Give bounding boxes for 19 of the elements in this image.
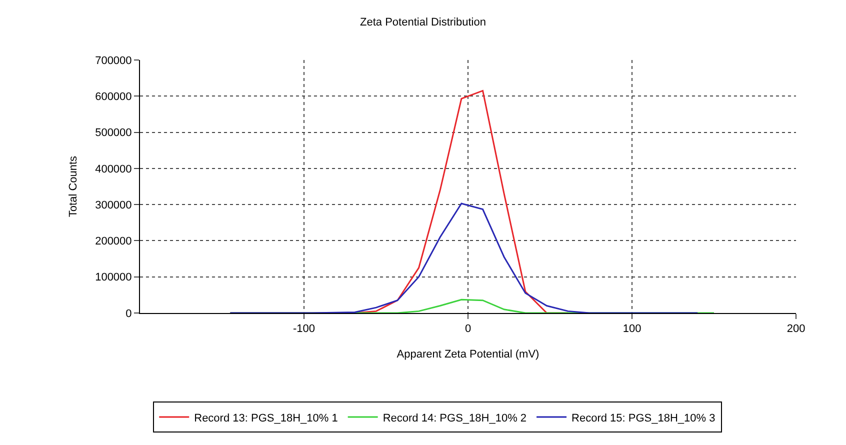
x-tick-label: 100	[622, 323, 642, 336]
y-tick-label: 600000	[95, 90, 132, 103]
y-axis-title: Total Counts	[68, 155, 80, 218]
legend-label: Record 14: PGS_18H_10% 2	[382, 412, 527, 424]
legend-label: Record 13: PGS_18H_10% 1	[194, 412, 338, 424]
legend-label: Record 15: PGS_18H_10% 3	[572, 412, 716, 424]
chart-title: Zeta Potential Distribution	[360, 16, 486, 28]
x-tick-label: 200	[786, 323, 806, 336]
x-axis-title: Apparent Zeta Potential (mV)	[396, 348, 540, 360]
y-tick-label: 300000	[95, 199, 132, 212]
y-tick-label: 500000	[95, 127, 132, 140]
y-tick-label: 0	[126, 308, 132, 320]
y-tick-label: 200000	[95, 236, 132, 248]
x-tick-label: -100	[292, 323, 316, 336]
x-tick-label: 0	[464, 323, 472, 336]
y-tick-label: 400000	[95, 163, 132, 176]
y-tick-label: 700000	[95, 54, 132, 67]
line-series	[229, 202, 698, 313]
y-tick-label: 100000	[95, 272, 132, 284]
